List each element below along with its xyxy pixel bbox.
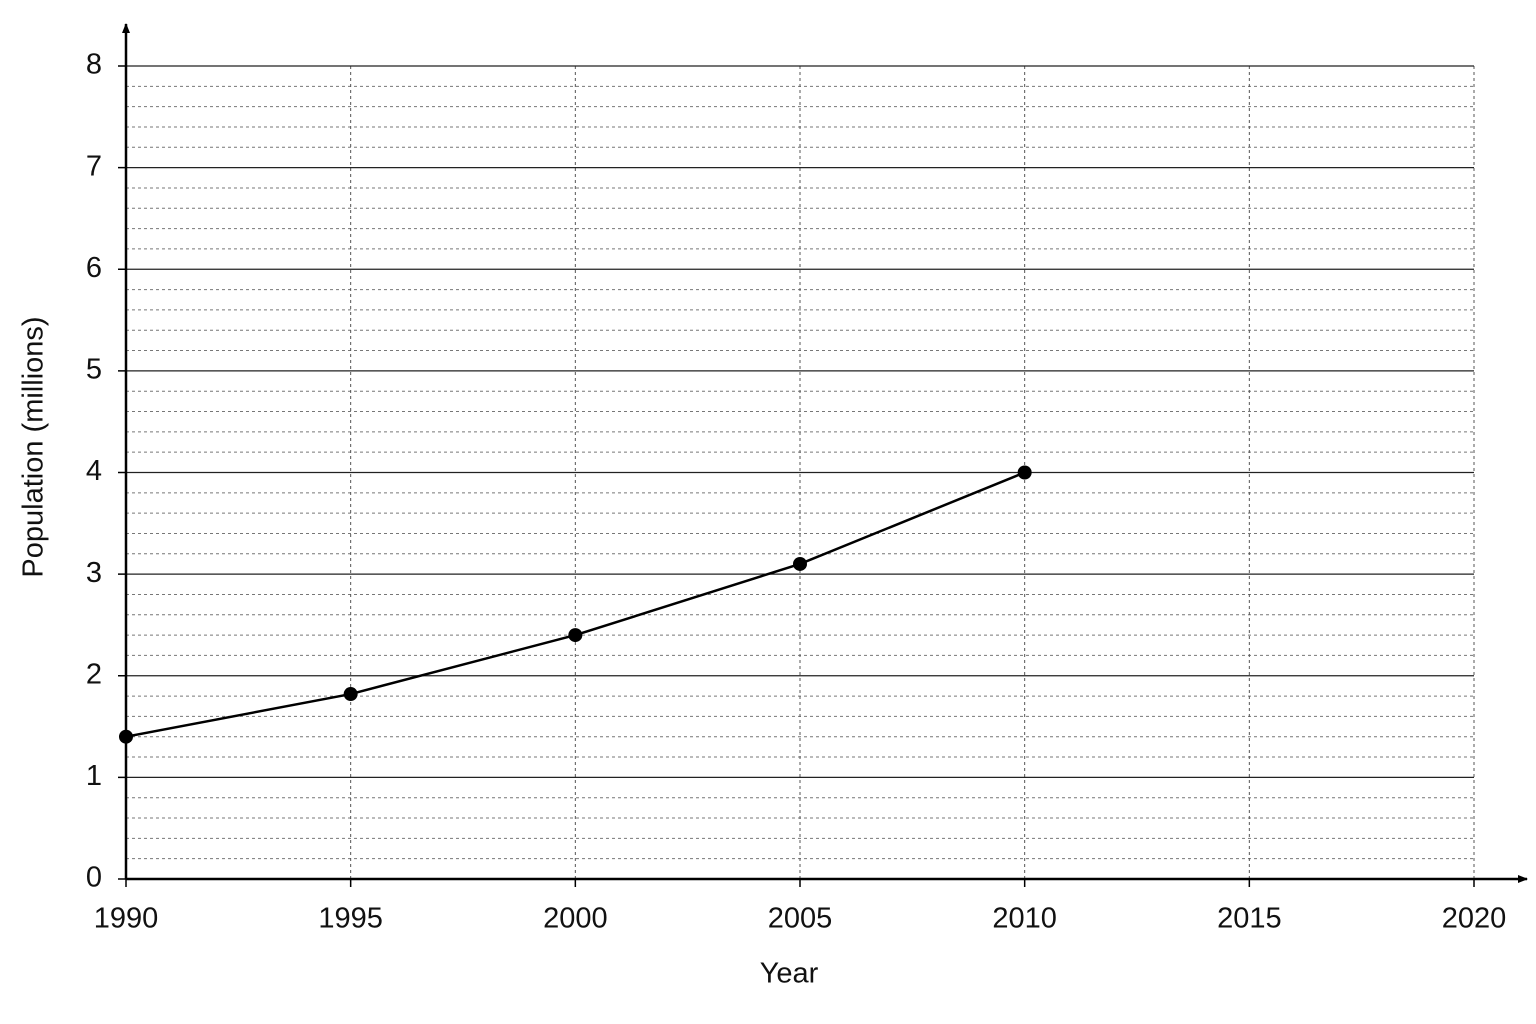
x-tick-label: 1990 bbox=[94, 903, 159, 935]
y-tick-label: 2 bbox=[86, 658, 102, 690]
data-point bbox=[568, 628, 583, 643]
x-axis-label: Year bbox=[760, 958, 819, 990]
data-point bbox=[1017, 465, 1032, 480]
x-tick-label: 2010 bbox=[992, 903, 1057, 935]
y-tick-label: 6 bbox=[86, 252, 102, 284]
x-tick-label: 2020 bbox=[1442, 903, 1507, 935]
x-tick-label: 2015 bbox=[1217, 903, 1282, 935]
y-tick-label: 1 bbox=[86, 760, 102, 792]
x-tick-label: 2000 bbox=[543, 903, 608, 935]
y-tick-label: 3 bbox=[86, 557, 102, 589]
data-point bbox=[119, 729, 133, 744]
y-axis-label: Population (millions) bbox=[18, 316, 50, 577]
data-point bbox=[793, 556, 807, 571]
data-point bbox=[343, 687, 358, 702]
y-tick-label: 7 bbox=[86, 150, 102, 182]
x-tick-label: 2005 bbox=[768, 903, 833, 935]
x-tick-label: 1995 bbox=[318, 903, 383, 935]
y-tick-label: 5 bbox=[86, 354, 102, 386]
y-tick-label: 0 bbox=[86, 862, 102, 894]
y-tick-label: 4 bbox=[86, 455, 102, 487]
y-tick-label: 8 bbox=[86, 49, 102, 81]
